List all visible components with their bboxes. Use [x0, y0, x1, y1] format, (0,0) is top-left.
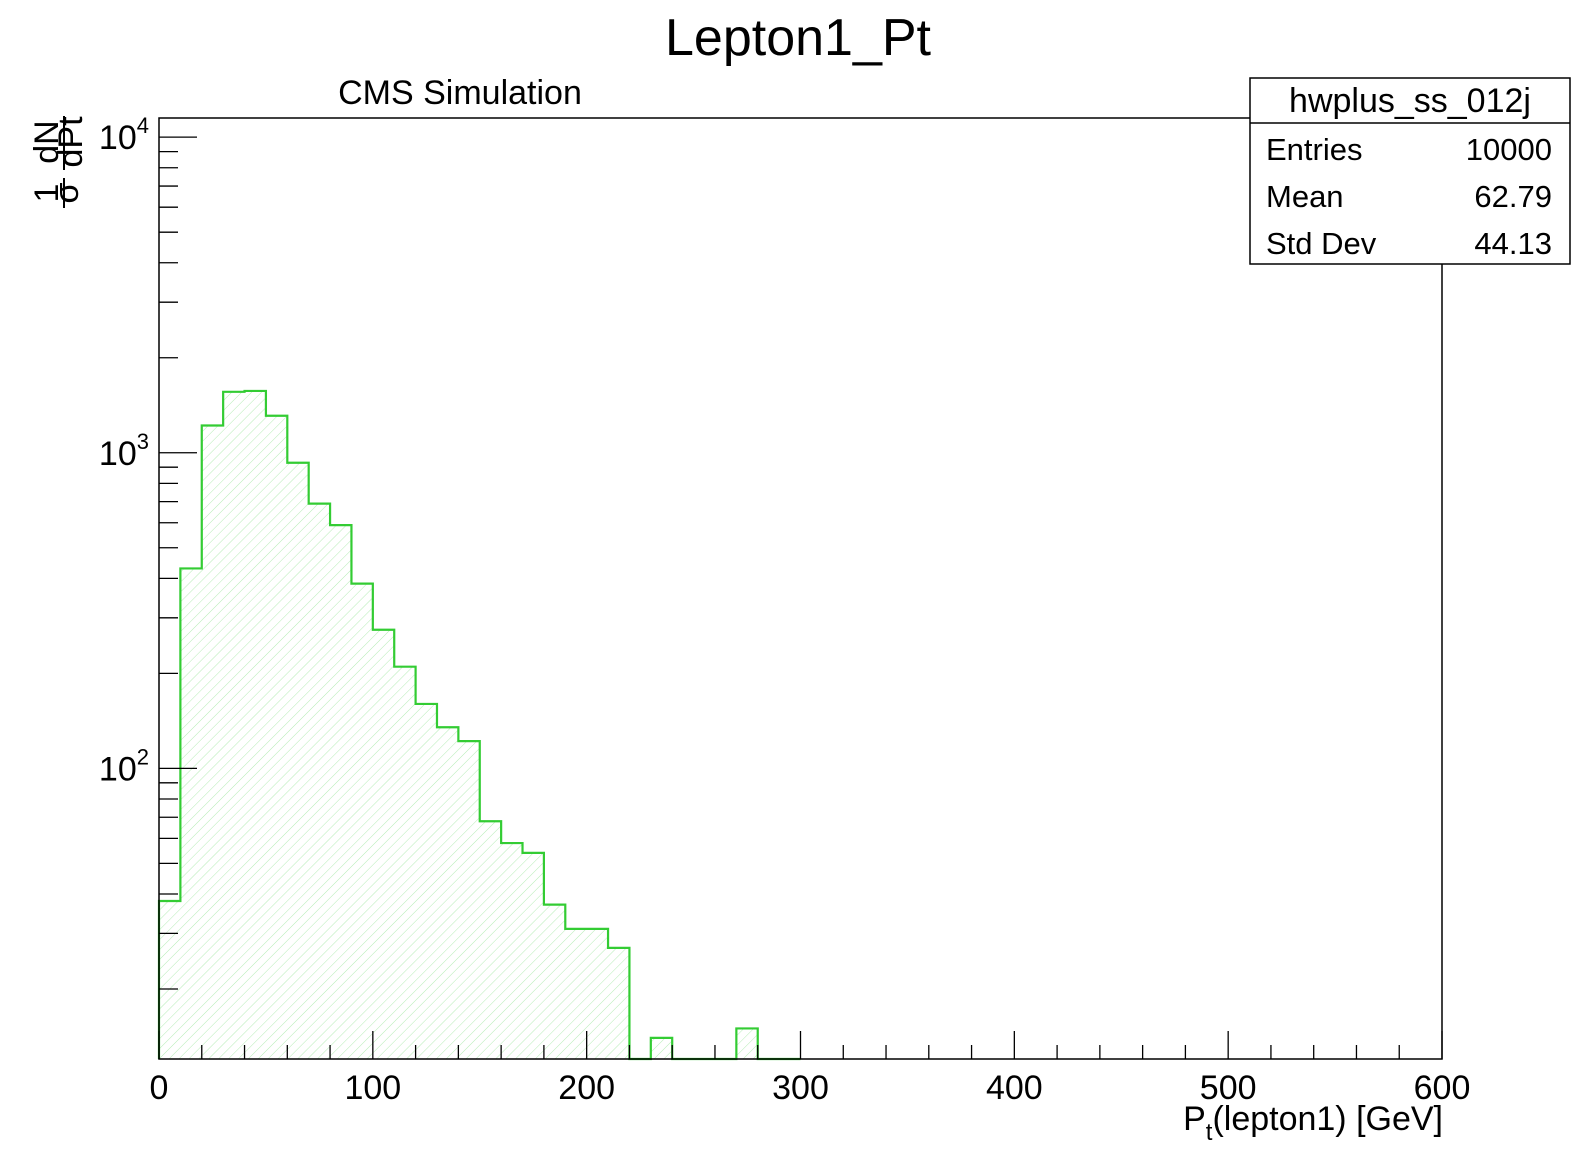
histogram-layer	[157, 389, 801, 1061]
histogram-bin	[415, 703, 437, 1059]
x-label-main: P	[1183, 1100, 1206, 1138]
y-tick-base: 10	[99, 750, 137, 788]
histogram-bin	[308, 503, 331, 1059]
histogram-bin	[608, 947, 630, 1059]
histogram-bin	[522, 852, 544, 1059]
plot-frame	[158, 117, 1443, 1060]
y-label-den1: σ	[48, 182, 86, 203]
x-tick-label: 0	[150, 1069, 169, 1107]
x-axis-label: Pt(lepton1) [GeV]	[1183, 1100, 1443, 1146]
y-tick-label: 102	[99, 744, 149, 788]
histogram-bin	[330, 525, 352, 1059]
histogram-bin	[372, 629, 395, 1059]
x-tick-label: 600	[1414, 1069, 1471, 1107]
stats-mean-value: 62.79	[1474, 179, 1552, 214]
x-tick-label: 200	[558, 1069, 615, 1107]
y-label-num2: dN	[28, 120, 66, 163]
x-label-rest: (lepton1) [GeV]	[1212, 1100, 1443, 1138]
stats-box-name: hwplus_ss_012j	[1289, 82, 1531, 120]
y-tick-base: 10	[99, 435, 137, 473]
histogram-bin	[244, 390, 266, 1060]
stats-mean-label: Mean	[1266, 179, 1344, 214]
y-axis-label: 1 σ dN dPt	[28, 116, 90, 208]
histogram-bin	[394, 666, 416, 1059]
histogram-bin	[287, 462, 309, 1060]
x-tick-label: 100	[344, 1069, 401, 1107]
x-tick-label: 300	[772, 1069, 829, 1107]
y-tick-exponent: 2	[137, 744, 149, 769]
y-label-num1: 1	[28, 184, 66, 203]
x-tick-label: 400	[986, 1069, 1043, 1107]
histogram-bin	[736, 1028, 758, 1059]
y-tick-label: 103	[99, 429, 149, 473]
stats-stddev-value: 44.13	[1474, 226, 1552, 261]
histogram-bin	[650, 1037, 673, 1059]
stats-box: hwplus_ss_012j Entries 10000 Mean 62.79 …	[1249, 77, 1571, 265]
histogram-bin	[565, 928, 587, 1059]
x-label-sub: t	[1206, 1119, 1213, 1146]
cms-annotation: CMS Simulation	[338, 74, 582, 112]
y-tick-label: 104	[99, 113, 149, 157]
stats-entries-value: 10000	[1466, 132, 1552, 167]
stats-box-frame	[1249, 77, 1571, 265]
histogram-bin	[543, 904, 566, 1059]
histogram-bin	[436, 727, 459, 1059]
histogram-outline	[157, 389, 801, 1061]
stats-entries-label: Entries	[1266, 132, 1362, 167]
y-tick-exponent: 3	[137, 429, 149, 454]
histogram-bin	[479, 821, 502, 1059]
histogram-bin	[501, 843, 523, 1059]
histogram-bin	[180, 568, 202, 1059]
stats-stddev-label: Std Dev	[1266, 226, 1377, 261]
histogram-bin	[201, 425, 224, 1060]
histogram-bin	[159, 901, 181, 1059]
histogram-bin	[265, 415, 288, 1059]
y-tick-exponent: 4	[137, 113, 149, 138]
y-label-den2: dPt	[52, 116, 90, 168]
histogram-bin	[351, 583, 373, 1059]
histogram-bin	[586, 928, 609, 1059]
histogram-bin	[458, 741, 480, 1059]
histogram-bin	[223, 391, 245, 1060]
chart-title: Lepton1_Pt	[665, 9, 932, 67]
x-tick-label: 500	[1200, 1069, 1257, 1107]
y-tick-base: 10	[99, 119, 137, 157]
